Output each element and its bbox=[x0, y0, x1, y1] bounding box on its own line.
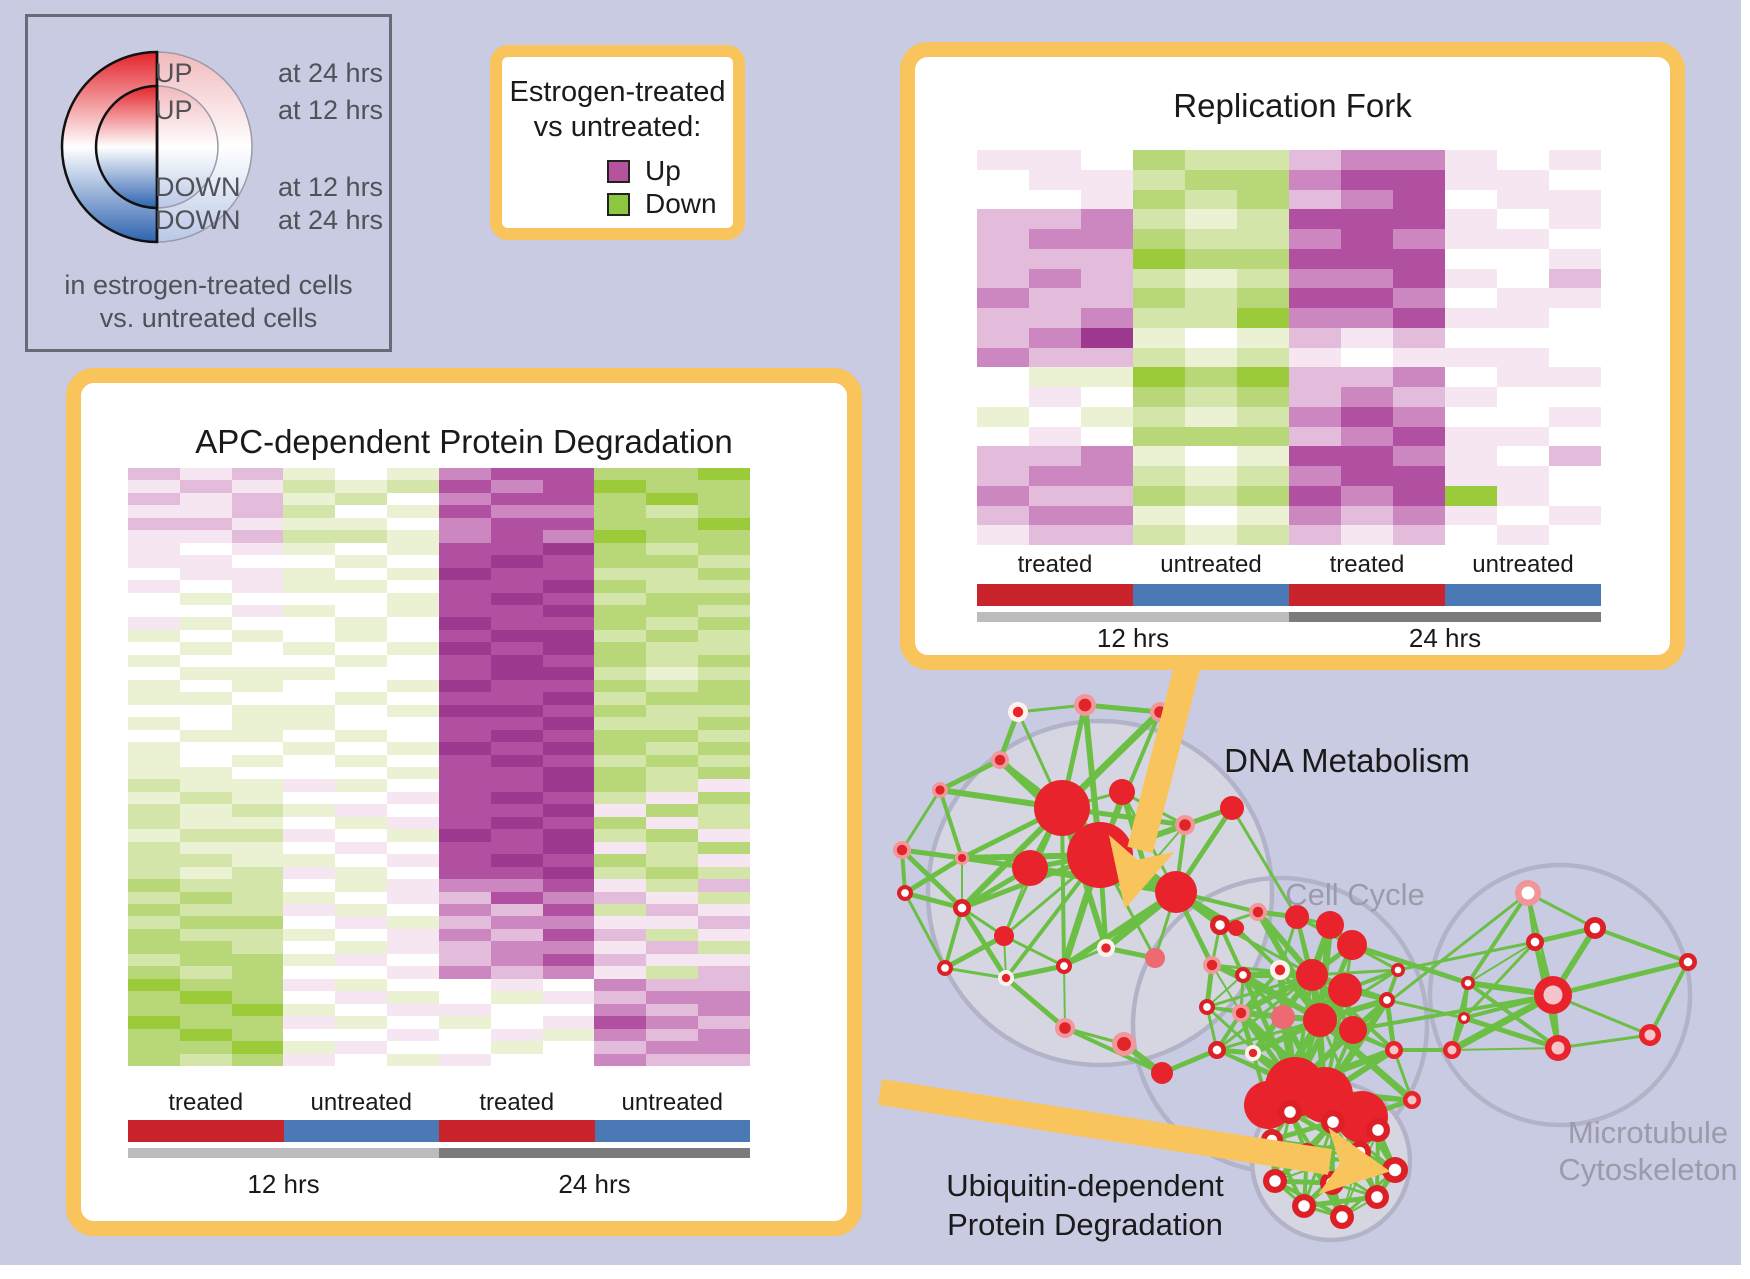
apc-group-untreated-24: untreated bbox=[621, 1089, 723, 1116]
apc-group-treated-12: treated bbox=[168, 1089, 244, 1116]
microtubule-label-line1: Microtubule bbox=[1567, 1115, 1729, 1150]
apc-group-labels: treated untreated treated untreated bbox=[128, 1089, 750, 1117]
up-color-chip bbox=[607, 159, 630, 183]
rf-panel-title: Replication Fork bbox=[1173, 87, 1412, 124]
time-bar-12hrs bbox=[977, 612, 1289, 622]
rf-24hrs-label: 24 hrs bbox=[1408, 623, 1482, 653]
apc-24hrs-label: 24 hrs bbox=[558, 1169, 631, 1199]
rf-12hrs-label: 12 hrs bbox=[1096, 623, 1170, 653]
rf-group-untreated-12: untreated bbox=[1160, 551, 1262, 578]
comparison-legend-title: Estrogen-treated vs untreated: bbox=[502, 75, 733, 145]
treated-bar-segment bbox=[977, 584, 1133, 606]
apc-panel-title: APC-dependent Protein Degradation bbox=[195, 423, 733, 460]
ring-time-12-inner: at 12 hrs bbox=[278, 95, 384, 125]
ring-label-down-outer: DOWN bbox=[155, 205, 241, 235]
treated-bar-segment bbox=[439, 1120, 595, 1142]
replication-fork-panel: Replication Fork treated untreated treat… bbox=[900, 42, 1685, 670]
ring-time-24-outer: at 24 hrs bbox=[278, 58, 384, 88]
microtubule-label-line2: Cytoskeleton bbox=[1558, 1152, 1738, 1187]
rf-treatment-bar bbox=[977, 584, 1601, 606]
updown-ring-legend: UP at 24 hrs UP at 12 hrs DOWN at 12 hrs… bbox=[25, 14, 392, 352]
apc-time-labels: 12 hrs 24 hrs bbox=[128, 1169, 750, 1200]
ring-footer-line1: in estrogen-treated cells bbox=[64, 270, 353, 300]
legend-item-up: Up bbox=[607, 157, 681, 185]
comparison-title-line1: Estrogen-treated bbox=[509, 76, 726, 108]
ring-time-12-lower: at 12 hrs bbox=[278, 172, 384, 202]
apc-treatment-bar bbox=[128, 1120, 750, 1142]
rf-group-treated-24: treated bbox=[1329, 551, 1405, 578]
ring-label-down-inner: DOWN bbox=[155, 172, 241, 202]
rf-group-untreated-24: untreated bbox=[1472, 551, 1574, 578]
bottom-margin bbox=[0, 1265, 1750, 1279]
rf-group-treated-12: treated bbox=[1017, 551, 1093, 578]
updown-ring-diagram-icon bbox=[60, 50, 253, 244]
untreated-bar-segment bbox=[283, 1120, 439, 1142]
rf-heatmap bbox=[977, 150, 1601, 545]
ring-time-24-lower: at 24 hrs bbox=[278, 205, 384, 235]
cell-cycle-label: Cell Cycle bbox=[1285, 877, 1425, 912]
apc-group-untreated-12: untreated bbox=[310, 1089, 412, 1116]
treated-bar-segment bbox=[128, 1120, 284, 1142]
apc-time-bar bbox=[128, 1148, 750, 1158]
rf-time-labels: 12 hrs 24 hrs bbox=[977, 623, 1601, 654]
apc-heatmap bbox=[128, 468, 750, 1066]
ring-label-up-inner: UP bbox=[155, 95, 193, 125]
untreated-bar-segment bbox=[1445, 584, 1601, 606]
rf-group-labels: treated untreated treated untreated bbox=[977, 551, 1601, 579]
apc-degradation-panel: APC-dependent Protein Degradation treate… bbox=[66, 368, 862, 1236]
time-bar-24hrs bbox=[1289, 612, 1601, 622]
right-margin bbox=[1741, 0, 1750, 1265]
ubiquitin-label-line1: Ubiquitin-dependent bbox=[946, 1168, 1224, 1203]
untreated-bar-segment bbox=[1133, 584, 1289, 606]
comparison-title-line2: vs untreated: bbox=[533, 111, 702, 143]
apc-12hrs-label: 12 hrs bbox=[247, 1169, 320, 1199]
untreated-bar-segment bbox=[594, 1120, 750, 1142]
down-color-chip bbox=[607, 192, 630, 216]
comparison-legend: Estrogen-treated vs untreated: Up Down bbox=[490, 45, 745, 240]
ring-footer-line2: vs. untreated cells bbox=[99, 303, 318, 333]
ring-label-up-outer: UP bbox=[155, 58, 193, 88]
down-label: Down bbox=[645, 188, 717, 219]
ubiquitin-label-line2: Protein Degradation bbox=[947, 1207, 1223, 1242]
apc-group-treated-24: treated bbox=[479, 1089, 555, 1116]
legend-item-down: Down bbox=[607, 190, 717, 218]
treated-bar-segment bbox=[1289, 584, 1445, 606]
up-label: Up bbox=[645, 155, 681, 186]
rf-time-bar bbox=[977, 612, 1601, 622]
dna-metabolism-label: DNA Metabolism bbox=[1224, 742, 1470, 779]
time-bar-12hrs bbox=[128, 1148, 439, 1158]
time-bar-24hrs bbox=[439, 1148, 750, 1158]
